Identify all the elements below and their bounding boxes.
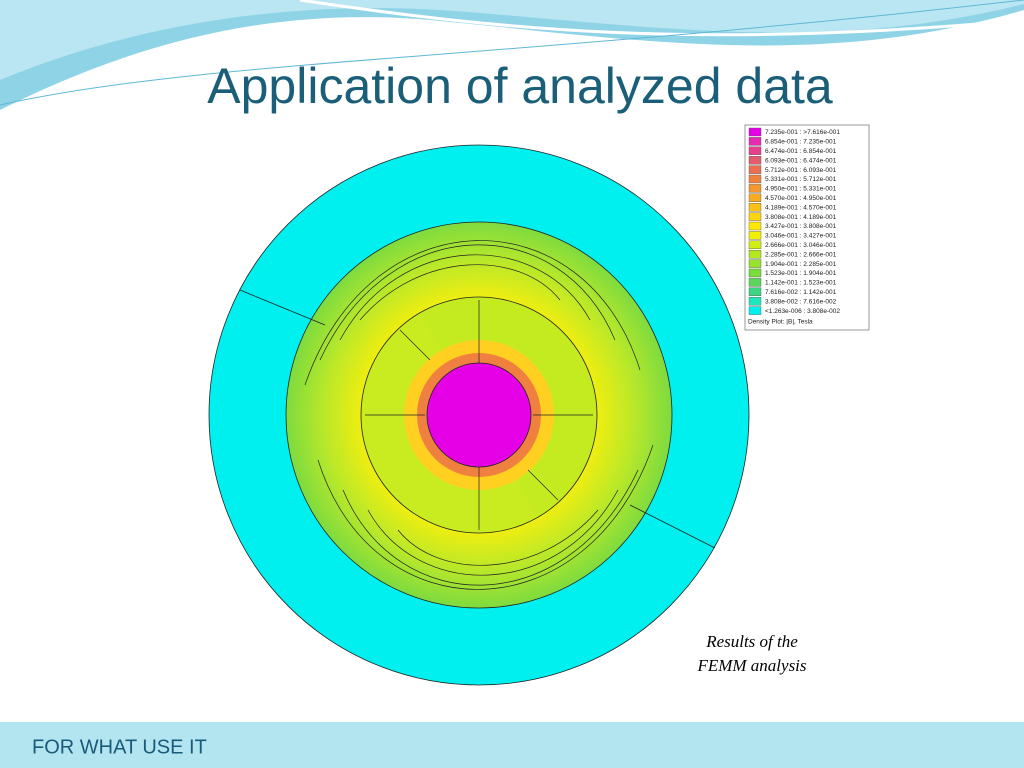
legend-swatch bbox=[748, 146, 762, 156]
legend-swatch bbox=[748, 221, 762, 231]
figure-caption: FEMM analysis bbox=[696, 656, 806, 675]
legend-label: 4.950e-001 : 5.331e-001 bbox=[765, 186, 837, 193]
legend-swatch bbox=[748, 174, 762, 184]
legend: 7.235e-001 : >7.616e-001 6.854e-001 : 7.2… bbox=[748, 127, 840, 315]
footer-bar bbox=[0, 722, 1024, 768]
legend-box bbox=[744, 124, 870, 331]
legend-swatch bbox=[748, 249, 762, 259]
legend-label: 2.285e-001 : 2.666e-001 bbox=[765, 251, 837, 258]
legend-swatch bbox=[748, 259, 762, 268]
legend-swatch bbox=[748, 212, 762, 221]
legend-label: 3.427e-001 : 3.808e-001 bbox=[765, 223, 837, 230]
legend-swatch bbox=[748, 240, 762, 250]
legend-swatch bbox=[748, 137, 762, 146]
legend-swatch bbox=[748, 268, 762, 278]
legend-label: 5.712e-001 : 6.093e-001 bbox=[765, 167, 837, 174]
legend-swatch bbox=[748, 278, 762, 287]
legend-label: 6.093e-001 : 6.474e-001 bbox=[765, 157, 837, 164]
legend-swatch bbox=[748, 306, 762, 315]
legend-label: 3.808e-002 : 7.616e-002 bbox=[765, 298, 837, 305]
legend-label: 7.235e-001 : >7.616e-001 bbox=[765, 129, 840, 136]
legend-label: 1.523e-001 : 1.904e-001 bbox=[765, 270, 837, 277]
legend-swatch bbox=[748, 165, 762, 174]
femm-plot bbox=[208, 144, 750, 686]
legend-swatch bbox=[748, 231, 762, 240]
header-wave bbox=[299, 0, 1024, 37]
legend-swatch bbox=[748, 202, 762, 212]
legend-caption: Density Plot: |B|, Tesla bbox=[748, 319, 813, 326]
legend-label: 6.854e-001 : 7.235e-001 bbox=[765, 139, 837, 146]
legend-label: 1.142e-001 : 1.523e-001 bbox=[765, 280, 837, 287]
legend-label: 4.189e-001 : 4.570e-001 bbox=[765, 204, 837, 211]
legend-label: 3.046e-001 : 3.427e-001 bbox=[765, 233, 837, 240]
header-wave bbox=[0, 0, 1024, 106]
slide-title: Application of analyzed data bbox=[207, 58, 833, 114]
legend-label: 2.666e-001 : 3.046e-001 bbox=[765, 242, 837, 249]
legend-label: 7.616e-002 : 1.142e-001 bbox=[765, 289, 837, 296]
legend-label: 4.570e-001 : 4.950e-001 bbox=[765, 195, 837, 202]
legend-swatch bbox=[748, 297, 762, 306]
legend-swatch bbox=[748, 184, 762, 193]
legend-label: 6.474e-001 : 6.854e-001 bbox=[765, 148, 837, 155]
legend-label: 5.331e-001 : 5.712e-001 bbox=[765, 176, 837, 183]
legend-label: <1.263e-006 : 3.808e-002 bbox=[765, 308, 840, 315]
legend-swatch bbox=[748, 155, 762, 165]
footer-text: FOR WHAT USE IT bbox=[32, 736, 207, 758]
figure-caption: Results of the bbox=[705, 632, 798, 651]
header-wave bbox=[0, 0, 1024, 80]
legend-swatch bbox=[748, 287, 762, 296]
legend-swatch bbox=[748, 127, 762, 137]
legend-swatch bbox=[748, 193, 762, 203]
legend-label: 3.808e-001 : 4.189e-001 bbox=[765, 214, 837, 221]
legend-label: 1.904e-001 : 2.285e-001 bbox=[765, 261, 837, 268]
